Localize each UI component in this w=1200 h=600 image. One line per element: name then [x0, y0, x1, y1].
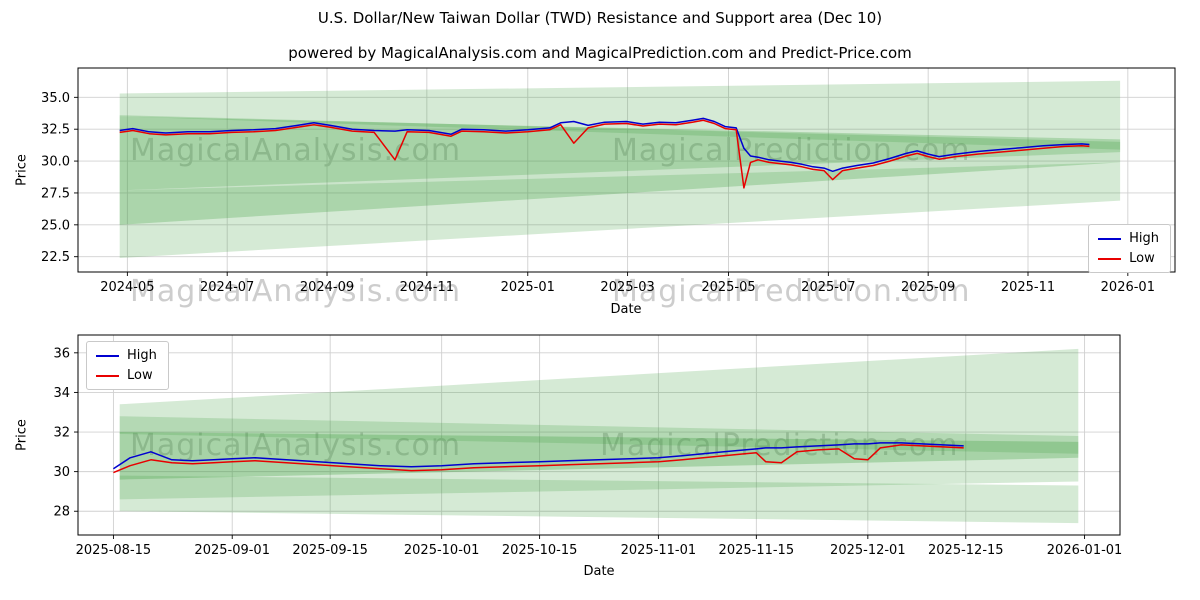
chart-subtitle: powered by MagicalAnalysis.com and Magic… — [288, 44, 912, 62]
y-tick-label: 32.5 — [41, 123, 70, 138]
low-line-swatch — [1098, 257, 1122, 260]
x-tick-label: 2025-11-15 — [719, 543, 795, 558]
y-tick-label: 32 — [53, 426, 70, 441]
y-tick-label: 30.0 — [41, 155, 70, 170]
legend-label-low: Low — [127, 368, 153, 383]
y-tick-label: 35.0 — [41, 91, 70, 106]
plot-border — [77, 334, 1121, 536]
support-resistance-band — [119, 348, 1079, 454]
top-y-axis-label: Price — [14, 154, 30, 186]
x-tick-label: 2025-03 — [600, 280, 654, 295]
x-tick-label: 2025-09-01 — [194, 543, 270, 558]
x-tick-label: 2025-09-15 — [292, 543, 368, 558]
legend-item-low: Low — [96, 368, 157, 383]
x-tick-label: 2025-12-01 — [830, 543, 906, 558]
x-tick-label: 2026-01-01 — [1047, 543, 1123, 558]
low-line-swatch — [96, 374, 119, 377]
series-line-low — [113, 444, 964, 474]
y-tick-label: 22.5 — [41, 250, 70, 265]
x-tick-label: 2025-09 — [901, 280, 955, 295]
y-tick-label: 27.5 — [41, 186, 70, 201]
series-line-high — [112, 442, 964, 470]
support-resistance-band — [119, 80, 1121, 150]
top-legend: High Low — [1088, 224, 1171, 273]
x-tick-label: 2025-11 — [1001, 280, 1055, 295]
high-line-swatch — [1098, 237, 1122, 240]
support-resistance-band — [119, 475, 1079, 524]
y-tick-label: 28 — [53, 505, 70, 520]
legend-label-high: High — [127, 348, 157, 363]
chart-title: U.S. Dollar/New Taiwan Dollar (TWD) Resi… — [317, 9, 883, 27]
x-tick-label: 2025-10-01 — [404, 543, 480, 558]
plot-border — [77, 67, 1176, 273]
x-tick-label: 2025-08-15 — [76, 543, 152, 558]
bottom-legend: High Low — [86, 341, 169, 390]
legend-item-high: High — [1098, 231, 1159, 246]
y-tick-label: 36 — [53, 346, 70, 361]
legend-item-low: Low — [1098, 251, 1159, 266]
support-resistance-band — [119, 416, 1079, 500]
bottom-x-axis-label: Date — [583, 564, 615, 579]
x-tick-label: 2024-05 — [100, 280, 154, 295]
x-tick-label: 2025-12-15 — [928, 543, 1004, 558]
x-tick-label: 2025-11-01 — [621, 543, 697, 558]
bottom-y-axis-label: Price — [14, 419, 30, 451]
top-x-axis-label: Date — [610, 302, 642, 317]
legend-label-low: Low — [1129, 251, 1155, 266]
series-line-low — [119, 119, 1090, 189]
y-tick-label: 34 — [53, 386, 70, 401]
x-tick-label: 2026-01 — [1101, 280, 1155, 295]
y-tick-label: 30 — [53, 465, 70, 480]
high-line-swatch — [96, 354, 119, 357]
x-tick-label: 2024-07 — [200, 280, 254, 295]
support-resistance-band — [119, 162, 1121, 258]
support-resistance-band — [119, 116, 1121, 225]
x-tick-label: 2024-11 — [400, 280, 454, 295]
x-tick-label: 2025-01 — [501, 280, 555, 295]
x-tick-label: 2025-05 — [701, 280, 755, 295]
x-tick-label: 2025-07 — [801, 280, 855, 295]
support-resistance-band — [119, 115, 1121, 191]
x-tick-label: 2024-09 — [300, 280, 354, 295]
legend-item-high: High — [96, 348, 157, 363]
series-line-high — [119, 117, 1090, 173]
legend-label-high: High — [1129, 231, 1159, 246]
y-tick-label: 25.0 — [41, 218, 70, 233]
x-tick-label: 2025-10-15 — [502, 543, 578, 558]
